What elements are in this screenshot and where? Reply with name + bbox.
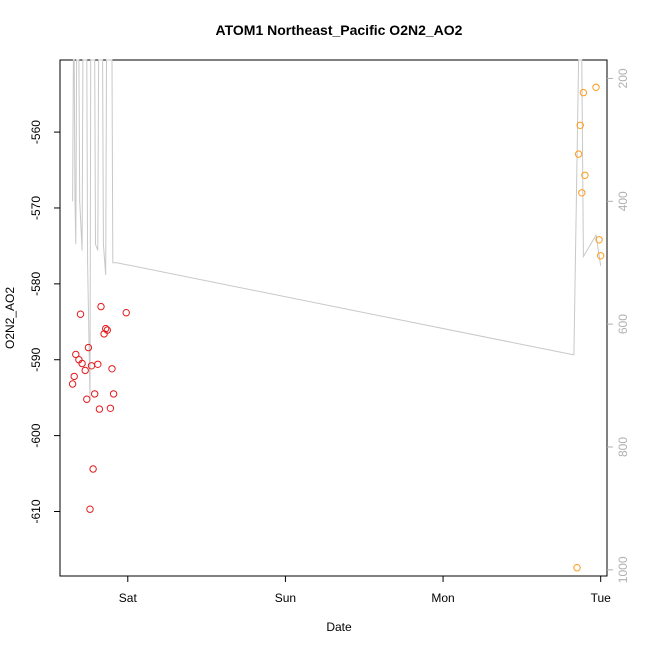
chart-title: ATOM1 Northeast_Pacific O2N2_AO2 [216,22,463,38]
y-tick-label-5: -560 [29,120,43,144]
data-point-0-6 [81,366,89,375]
line-layer [72,59,602,398]
y-tick-label-4: -570 [29,196,43,220]
data-point-0-13 [94,360,102,368]
x-axis-label: Date [326,620,352,634]
y2-tick-label-1: 400 [616,191,630,211]
data-point-0-17 [102,324,110,333]
data-point-1-1 [574,150,583,158]
data-point-0-20 [108,365,116,373]
y-tick-label-0: -610 [29,499,43,523]
y2-tick-label-4: 1000 [616,556,630,583]
data-point-1-3 [578,189,586,197]
y2-tick-label-3: 800 [616,437,630,457]
x-tick-label-0: Sat [119,591,138,605]
data-point-0-21 [109,390,118,398]
data-point-0-19 [106,404,115,412]
right-y-axis: 200 400 600 800 1000 [607,68,630,583]
data-point-1-2 [576,121,584,130]
x-tick-label-1: Sun [275,591,296,605]
x-tick-label-2: Mon [431,591,454,605]
plot-area [59,59,608,577]
points-layer [68,83,605,572]
data-point-0-12 [91,390,99,398]
data-point-0-14 [95,405,104,413]
data-point-0-15 [97,302,105,311]
data-point-1-0 [573,564,581,572]
data-point-1-8 [597,252,605,260]
y-axis-label: O2N2_AO2 [3,287,17,349]
data-point-1-4 [579,88,588,97]
data-point-0-0 [68,380,77,388]
data-point-0-18 [103,326,112,334]
y2-tick-label-0: 200 [616,68,630,88]
data-point-0-7 [83,395,91,403]
data-point-1-5 [581,171,589,180]
x-tick-label-3: Tue [591,591,612,605]
data-point-1-6 [592,83,600,92]
y-axis: -610 -600 -590 -580 -570 -560 [29,120,60,524]
series-line-0 [72,59,602,398]
x-axis: Sat Sun Mon Tue [119,576,611,605]
data-point-0-1 [70,372,78,381]
data-point-0-11 [89,465,97,473]
data-point-1-7 [595,236,603,244]
data-point-0-2 [72,350,80,359]
data-point-0-9 [86,505,94,513]
y-tick-label-3: -580 [29,272,43,296]
y2-tick-label-2: 600 [616,314,630,334]
data-point-0-5 [78,359,86,368]
data-point-0-4 [76,310,85,318]
y-tick-label-2: -590 [29,347,43,371]
y-tick-label-1: -600 [29,423,43,447]
data-point-0-22 [122,309,130,317]
data-point-0-8 [84,343,93,352]
